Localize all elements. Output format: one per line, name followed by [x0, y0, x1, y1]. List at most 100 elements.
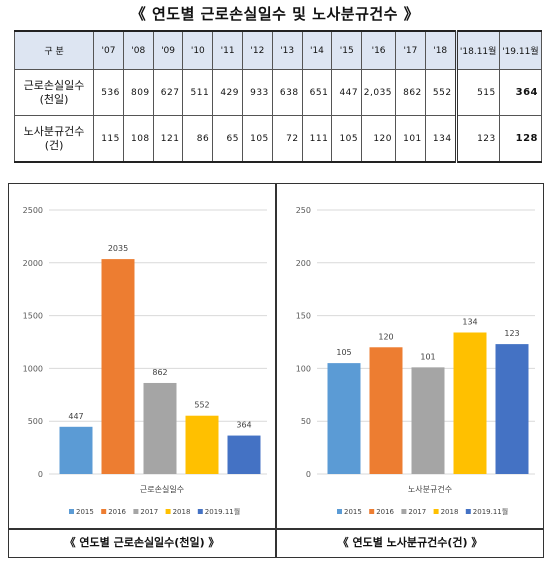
- table-col-header: '14: [301, 30, 333, 70]
- table-col-header: '08: [122, 30, 154, 70]
- table-col-header: '11: [212, 30, 243, 70]
- table-col-header: '10: [182, 30, 214, 70]
- y-tick-label: 0: [38, 470, 43, 479]
- bar: [495, 344, 529, 474]
- table-cell: 809: [122, 69, 154, 116]
- legend-swatch: [465, 509, 471, 514]
- legend-label: 2019.11월: [473, 507, 508, 516]
- table-cell: 2,035: [361, 69, 397, 116]
- bar: [369, 347, 403, 474]
- table-cell: 552: [424, 69, 457, 116]
- bar: [411, 367, 445, 474]
- chart-caption-left: 《 연도별 근로손실일수(천일) 》: [8, 528, 276, 558]
- bar: [453, 332, 487, 474]
- x-axis-label: 근로손실일수: [140, 484, 184, 494]
- legend-swatch: [337, 509, 342, 514]
- table-cell: 364: [498, 69, 543, 116]
- y-tick-label: 1000: [23, 364, 43, 373]
- y-tick-label: 250: [296, 206, 311, 215]
- bar: [227, 435, 261, 474]
- table-col-header: '09: [152, 30, 184, 70]
- table-row: 근로손실일수 (천일) 536 809 627 511 429 933 638 …: [13, 69, 543, 116]
- chart-panel-left: 0 500 1000 1500 2000 2500 447 2035 862 552 364 근로손실…: [8, 183, 276, 530]
- table-col-header: '19.11월: [498, 30, 543, 70]
- row-label-line2: (천일): [39, 92, 69, 106]
- legend-swatch: [401, 509, 407, 514]
- legend-label: 2017: [408, 508, 426, 516]
- legend-label: 2016: [376, 508, 394, 516]
- data-label: 120: [378, 332, 393, 341]
- table-cell: 627: [152, 69, 184, 116]
- y-tick-label: 100: [296, 364, 311, 373]
- table-col-header: '07: [93, 30, 124, 70]
- legend-swatch: [69, 509, 74, 514]
- chart-panel-right: 0 50 100 150 200 250 105 120 101 134 123 노사분규건수 2015…: [276, 183, 544, 530]
- data-label: 134: [462, 317, 477, 326]
- table-col-header: '17: [395, 30, 426, 70]
- table-cell: 72: [271, 115, 303, 163]
- y-tick-label: 2500: [23, 206, 43, 215]
- row-label-line1: 노사분규건수: [23, 124, 85, 138]
- legend-swatch: [433, 509, 439, 514]
- data-label: 862: [152, 368, 167, 377]
- table-cell: 121: [152, 115, 184, 163]
- legend-swatch: [101, 509, 107, 514]
- table-cell: 115: [93, 115, 124, 163]
- data-label: 552: [194, 401, 209, 410]
- table-cell: 86: [182, 115, 214, 163]
- disputes-chart: 0 50 100 150 200 250 105 120 101 134 123 노사분규건수 2015…: [296, 206, 535, 516]
- data-label: 364: [236, 421, 251, 430]
- table-cell: 65: [212, 115, 243, 163]
- table-col-header: '15: [331, 30, 363, 70]
- y-tick-label: 150: [296, 312, 311, 321]
- table-cell: 447: [331, 69, 363, 116]
- table-header-row: 구 분 '07 '08 '09 '10 '11 '12 '13 '14 '15 …: [13, 30, 543, 70]
- y-tick-label: 50: [301, 417, 311, 426]
- lost-workdays-chart: 0 500 1000 1500 2000 2500 447 2035 862 552 364 근로손실…: [23, 206, 267, 516]
- table-cell: 108: [122, 115, 154, 163]
- table-col-header: '16: [361, 30, 397, 70]
- table-cell: 651: [301, 69, 333, 116]
- legend-swatch: [165, 509, 171, 514]
- y-tick-label: 0: [306, 470, 311, 479]
- data-label: 123: [504, 329, 519, 338]
- data-label: 105: [336, 348, 351, 357]
- page-title: 《 연도별 근로손실일수 및 노사분규건수 》: [130, 5, 420, 23]
- table-cell: 123: [454, 115, 500, 163]
- table-header-label: 구 분: [13, 30, 95, 70]
- legend-label: 2018: [441, 508, 459, 516]
- row-label-line2: (건): [44, 138, 64, 152]
- table-cell: 515: [454, 69, 500, 116]
- bar: [327, 363, 361, 474]
- legend-swatch: [369, 509, 375, 514]
- table-row: 노사분규건수 (건) 115 108 121 86 65 105 72 111 …: [13, 115, 543, 163]
- data-label: 2035: [108, 244, 128, 253]
- table-cell: 111: [301, 115, 333, 163]
- legend-label: 2019.11월: [205, 507, 240, 516]
- table-col-header: '12: [242, 30, 273, 70]
- legend-label: 2016: [108, 508, 126, 516]
- chart-caption-right: 《 연도별 노사분규건수(건) 》: [276, 528, 544, 558]
- row-label: 노사분규건수 (건): [13, 115, 95, 163]
- table-cell: 933: [242, 69, 273, 116]
- legend-label: 2017: [140, 508, 158, 516]
- table-cell: 429: [212, 69, 243, 116]
- table-cell: 128: [498, 115, 543, 163]
- legend-label: 2015: [76, 508, 94, 516]
- table-cell: 101: [395, 115, 426, 163]
- table-cell: 638: [271, 69, 303, 116]
- bar: [101, 259, 135, 474]
- table-col-header: '18.11월: [454, 30, 500, 70]
- legend-swatch: [197, 509, 203, 514]
- table-col-header: '18: [424, 30, 457, 70]
- stats-table: 구 분 '07 '08 '09 '10 '11 '12 '13 '14 '15 …: [13, 30, 543, 163]
- table-cell: 862: [395, 69, 426, 116]
- table-cell: 120: [361, 115, 397, 163]
- row-label-line1: 근로손실일수: [23, 78, 85, 92]
- y-tick-label: 500: [28, 417, 43, 426]
- table-cell: 105: [331, 115, 363, 163]
- table-cell: 536: [93, 69, 124, 116]
- bar: [143, 382, 177, 474]
- table-cell: 105: [242, 115, 273, 163]
- bar: [59, 426, 93, 474]
